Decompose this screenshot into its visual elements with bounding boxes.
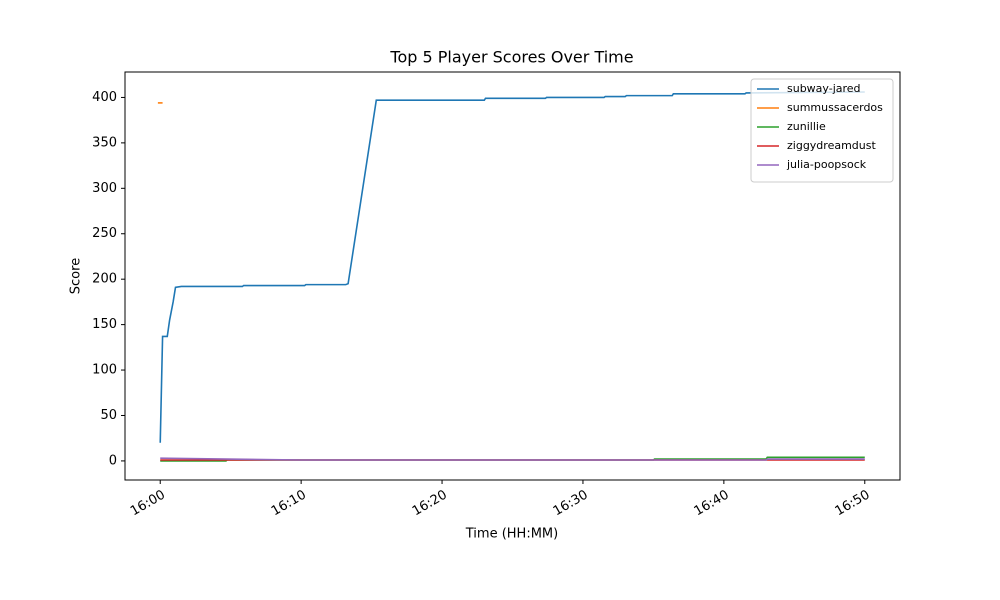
legend-label: ziggydreamdust <box>787 139 876 152</box>
legend-label: julia-poopsock <box>786 158 867 171</box>
chart-title: Top 5 Player Scores Over Time <box>389 48 633 67</box>
y-axis-label: Score <box>69 258 84 294</box>
y-tick-label: 50 <box>100 408 117 423</box>
x-axis-label: Time (HH:MM) <box>465 527 558 542</box>
y-tick-label: 350 <box>92 135 117 150</box>
series-line <box>160 457 865 461</box>
y-tick-label: 100 <box>92 363 117 378</box>
legend-box <box>750 78 894 183</box>
legend-label: zunillie <box>787 120 826 133</box>
legend: subway-jared summussacerdos zunillie ziggyd… <box>750 78 894 183</box>
y-tick-label: 150 <box>92 317 117 332</box>
y-tick-label: 0 <box>109 453 117 468</box>
series-line <box>159 91 865 443</box>
y-tick-label: 250 <box>92 226 117 241</box>
y-tick-label: 400 <box>92 90 117 105</box>
legend-label: subway-jared <box>787 82 861 95</box>
legend-label: summussacerdos <box>787 101 883 114</box>
y-tick-label: 200 <box>92 272 117 287</box>
y-tick-label: 300 <box>92 181 117 196</box>
plot-frame <box>124 71 901 481</box>
